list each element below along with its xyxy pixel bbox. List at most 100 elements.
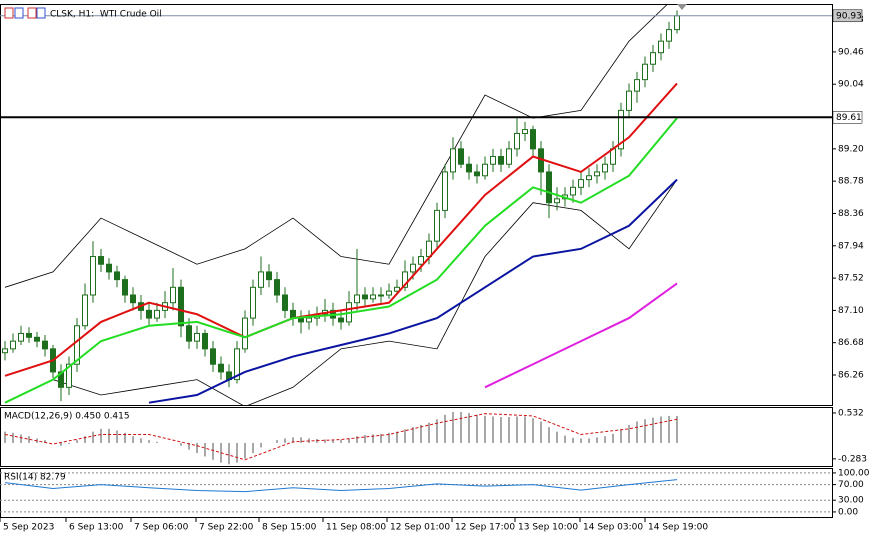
candle-body [98,256,104,265]
macd-bar [20,434,22,443]
macd-bar [548,427,550,443]
candle-body [410,263,416,273]
candle-body [386,290,392,296]
macd-bar [12,432,14,443]
candle-body [218,363,224,373]
candle-body [482,163,488,177]
candle-body [202,332,208,350]
candle-body [362,294,368,300]
macd-bar [508,417,510,443]
macd-bar [284,438,286,443]
y-tick-label: 87.52 [838,274,864,284]
y-tick-label: -0.283 [838,454,867,464]
candle-body [522,129,528,134]
macd-bar [156,441,158,443]
macd-bar [452,411,454,443]
macd-bar [668,415,670,443]
candle-body [122,279,128,296]
macd-bar [484,415,486,443]
candle-body [578,179,584,188]
moving-average [148,178,678,404]
candle-body [186,325,192,342]
x-tick-label: 12 Sep 17:00 [455,523,515,533]
y-tick-label: 0.00 [838,507,858,517]
candle-body [450,148,456,173]
price-box [832,9,863,23]
candle-body [210,348,216,365]
macd-bar [628,424,630,443]
x-tick-label: 14 Sep 03:00 [583,523,643,533]
candle-body [506,148,512,165]
y-tick-label: 30.00 [838,496,864,506]
macd-bar [76,440,78,443]
macd-bar [532,418,534,443]
macd-bar [396,431,398,443]
candle-body [74,325,80,365]
price-label: 90.93 [836,11,862,21]
macd-bar [300,437,302,443]
candle-body [114,271,120,281]
candle-body [42,340,48,350]
macd-bar [676,415,678,443]
macd-bar [84,436,86,443]
candle-body [418,256,424,265]
candle-body [306,317,312,323]
macd-bar [4,431,6,443]
macd-bar [324,439,326,443]
macd-bar [540,421,542,443]
y-tick-label: 88.78 [838,177,864,187]
macd-bar [404,429,406,443]
candle-body [602,163,608,173]
macd-bar [196,442,198,454]
macd-legend: MACD(12,26,9) 0.450 0.415 [4,412,130,422]
moving-average [484,282,678,389]
macd-bar [252,442,254,454]
macd-bar [652,417,654,443]
macd-bar [580,438,582,443]
candle-body [434,209,440,242]
y-tick-label: 90.46 [838,47,864,57]
macd-bar [356,436,358,443]
candle-body [674,15,680,31]
macd-bar [468,413,470,443]
macd-bar [60,442,62,446]
macd-plot [4,411,678,465]
macd-bar [644,419,646,443]
macd-bar [588,438,590,443]
axes: 90.8890.4690.0489.2088.7888.3687.9487.52… [0,9,870,533]
candle-body [642,63,648,81]
macd-panel [0,407,833,467]
candle-body [130,294,136,304]
macd-bar [372,434,374,443]
x-tick-label: 7 Sep 22:00 [199,523,254,533]
x-tick-label: 11 Sep 08:00 [326,523,386,533]
candle-body [242,317,248,350]
macd-bar [244,442,246,459]
candle-body [298,317,304,323]
macd-bar [332,440,334,443]
chart-title: CLSK, H1: WTI Crude Oil [50,10,162,20]
x-tick-label: 8 Sep 15:00 [262,523,317,533]
candle-body [554,198,560,204]
candle-body [234,348,240,381]
candle-body [66,363,72,388]
moving-average [4,82,678,377]
candle-body [586,175,592,181]
macd-bar [292,437,294,443]
macd-bar [660,416,662,443]
candle-body [570,186,576,196]
x-tick-label: 14 Sep 19:00 [648,523,708,533]
y-tick-label: 100.00 [838,468,870,478]
band-upper [4,5,668,288]
toolbar-icons [4,7,46,19]
candle-body [474,171,480,177]
macd-bar [524,416,526,443]
macd-bar [340,440,342,443]
candle-body [634,79,640,92]
macd-bar [604,436,606,443]
x-tick-label: 7 Sep 06:00 [134,523,189,533]
macd-bar [596,437,598,443]
macd-bar [620,429,622,443]
macd-bar [388,432,390,443]
